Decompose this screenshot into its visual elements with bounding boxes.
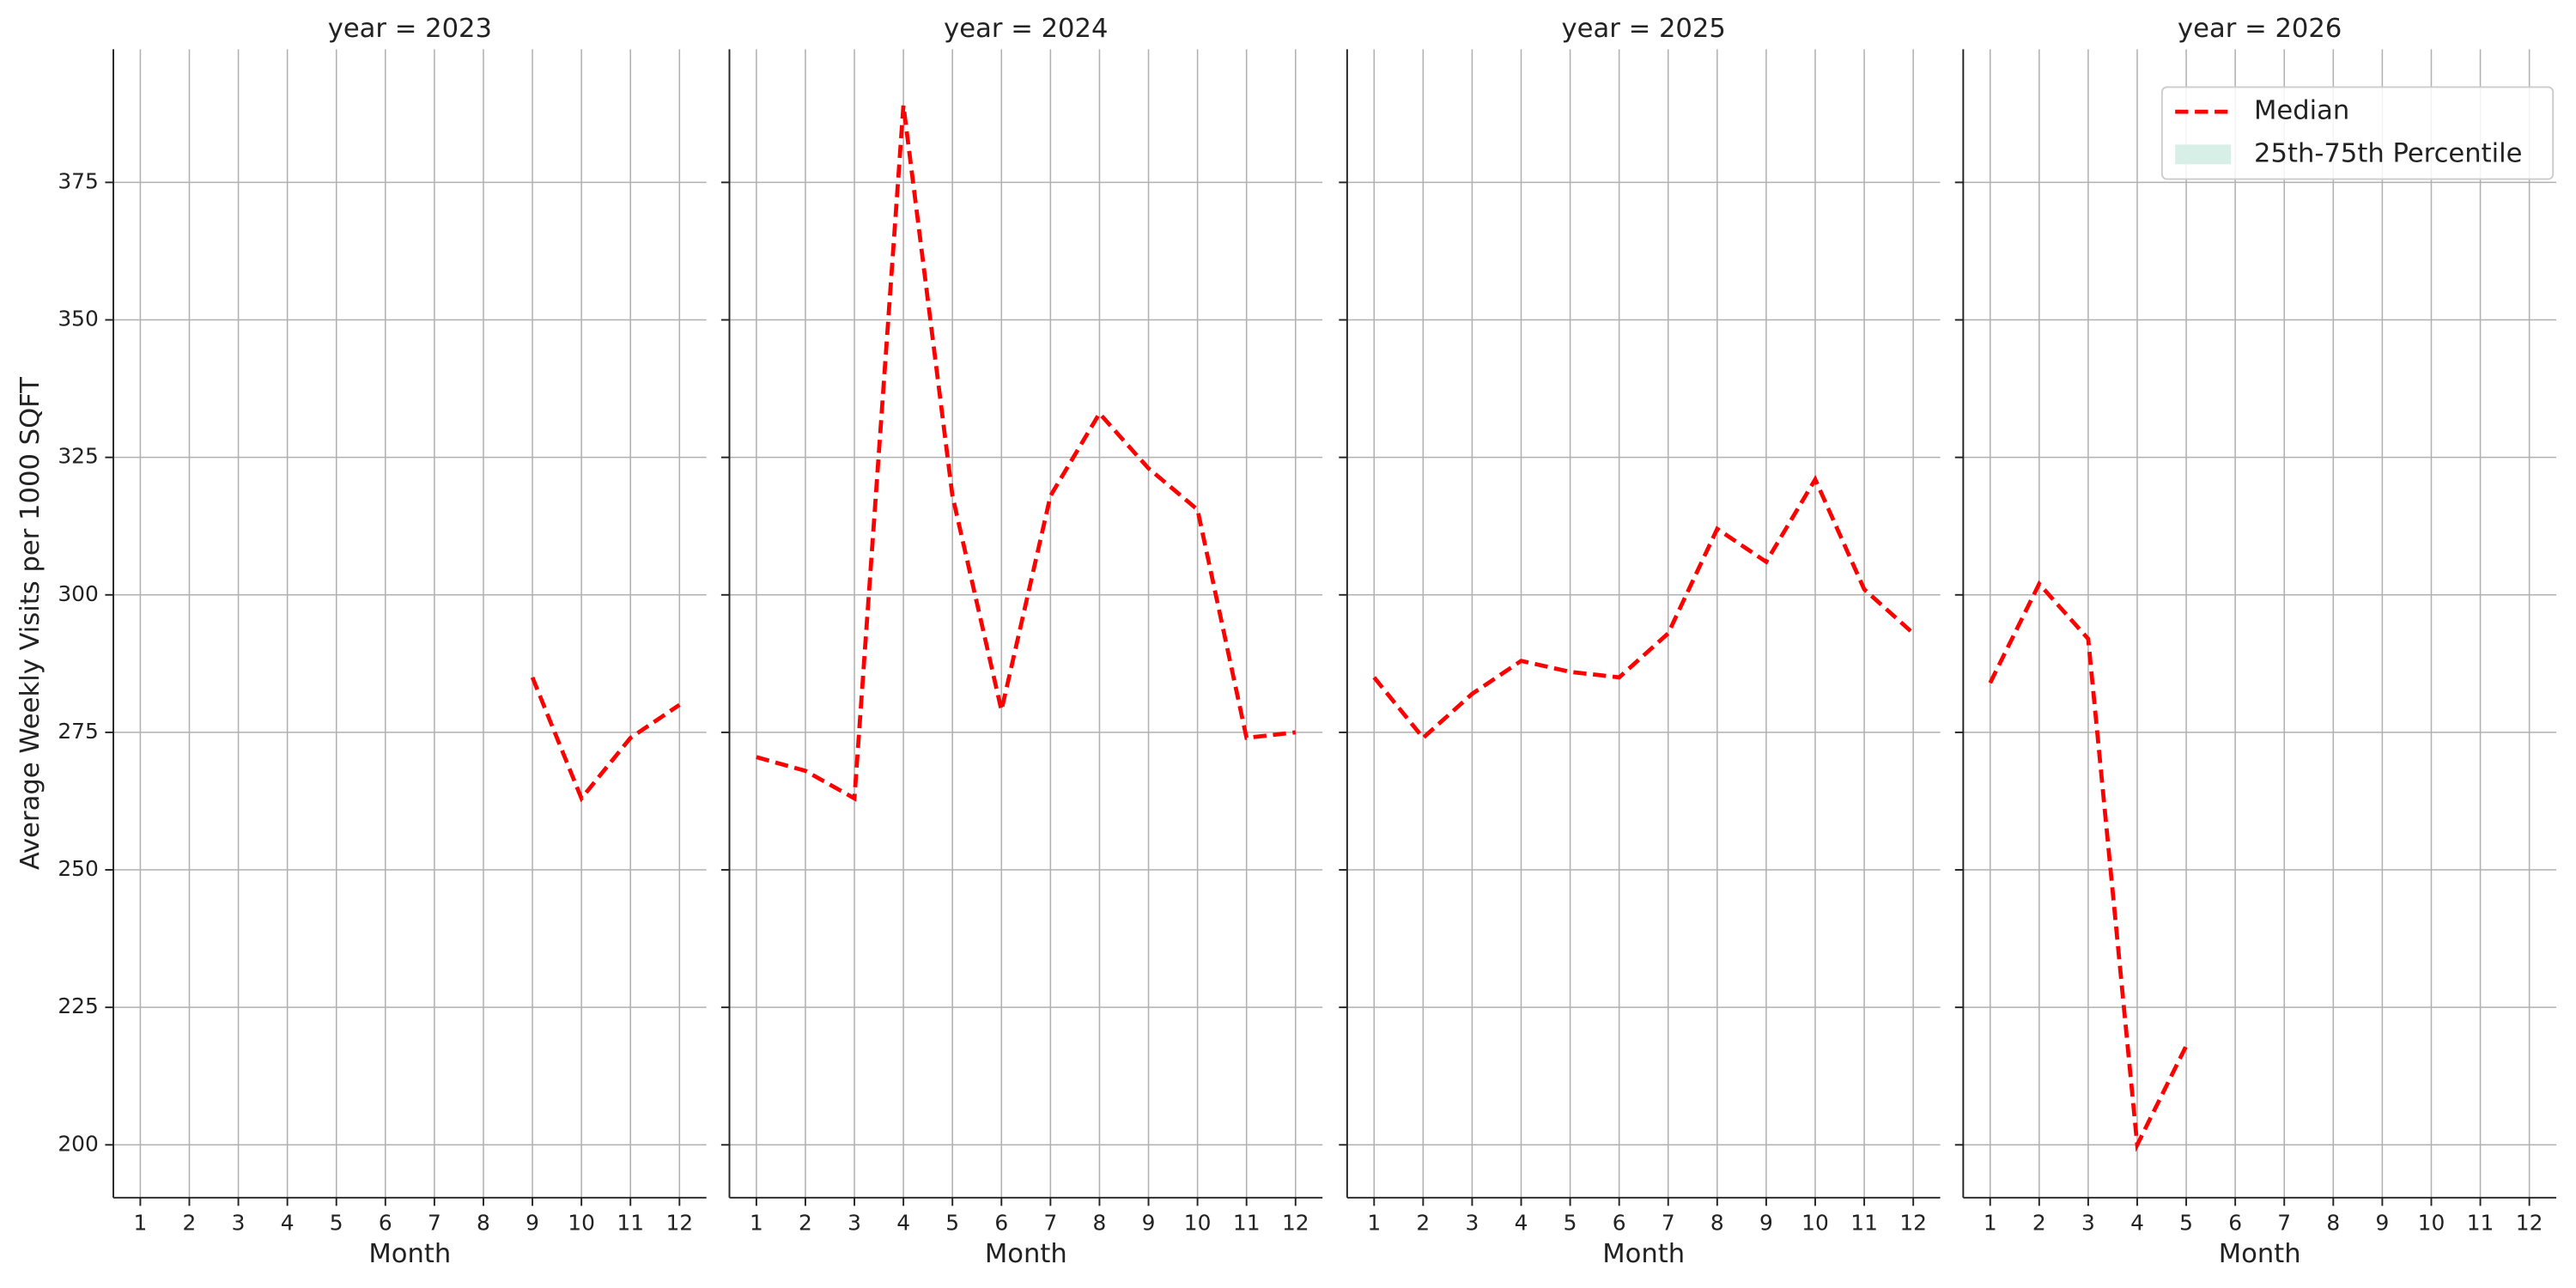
y-tick-label: 300 — [58, 581, 98, 606]
x-tick-label: 12 — [2516, 1210, 2543, 1235]
legend: Median 25th-75th Percentile — [2160, 86, 2555, 180]
x-tick-label: 12 — [1899, 1210, 1927, 1235]
x-tick-label: 9 — [1759, 1210, 1773, 1235]
median-line — [756, 105, 1297, 802]
legend-box — [2160, 86, 2555, 180]
x-tick-label: 10 — [1184, 1210, 1212, 1235]
x-tick-label: 1 — [133, 1210, 147, 1235]
median-line — [1372, 475, 1915, 741]
facet-title: year = 2026 — [2178, 14, 2342, 44]
x-tick-label: 6 — [2228, 1210, 2242, 1235]
x-tick-label: 3 — [2081, 1210, 2095, 1235]
median-line — [530, 676, 681, 803]
x-tick-label: 3 — [848, 1210, 861, 1235]
x-tick-label: 12 — [1282, 1210, 1309, 1235]
legend-label: Median — [2254, 96, 2349, 126]
x-tick-label: 7 — [2277, 1210, 2291, 1235]
y-tick-label: 225 — [58, 993, 98, 1018]
x-tick-label: 10 — [1801, 1210, 1829, 1235]
x-tick-label: 2 — [2032, 1210, 2046, 1235]
x-axis-label: Month — [368, 1239, 451, 1269]
x-tick-label: 8 — [1093, 1210, 1107, 1235]
y-tick-label: 275 — [58, 719, 98, 744]
x-axis-label: Month — [985, 1239, 1067, 1269]
x-tick-label: 9 — [526, 1210, 539, 1235]
x-tick-label: 11 — [1850, 1210, 1878, 1235]
x-tick-label: 6 — [379, 1210, 392, 1235]
y-axis-label: Average Weekly Visits per 1000 SQFT — [15, 377, 46, 870]
x-tick-label: 4 — [896, 1210, 910, 1235]
x-tick-label: 1 — [1367, 1210, 1381, 1235]
x-tick-label: 9 — [2375, 1210, 2389, 1235]
y-tick-label: 250 — [58, 856, 98, 881]
x-tick-label: 1 — [750, 1210, 763, 1235]
x-tick-label: 5 — [1564, 1210, 1577, 1235]
x-tick-label: 7 — [1043, 1210, 1057, 1235]
x-tick-label: 11 — [617, 1210, 644, 1235]
x-tick-label: 6 — [1613, 1210, 1626, 1235]
x-tick-label: 6 — [994, 1210, 1008, 1235]
x-tick-label: 11 — [1233, 1210, 1261, 1235]
x-tick-label: 11 — [2467, 1210, 2494, 1235]
x-tick-label: 5 — [945, 1210, 959, 1235]
x-tick-label: 1 — [1984, 1210, 1997, 1235]
y-tick-label: 375 — [58, 168, 98, 193]
x-tick-label: 5 — [330, 1210, 343, 1235]
x-axis-label: Month — [1602, 1239, 1685, 1269]
y-tick-label: 325 — [58, 444, 98, 469]
x-tick-label: 2 — [799, 1210, 812, 1235]
y-tick-label: 350 — [58, 307, 98, 331]
x-tick-label: 4 — [1515, 1210, 1528, 1235]
facet-title: year = 2025 — [1562, 14, 1726, 44]
x-tick-label: 7 — [1662, 1210, 1675, 1235]
x-tick-label: 10 — [2418, 1210, 2445, 1235]
legend-patch — [2175, 144, 2232, 165]
x-tick-label: 7 — [428, 1210, 441, 1235]
median-line — [1988, 580, 2189, 1152]
x-tick-label: 3 — [232, 1210, 246, 1235]
facet-title: year = 2024 — [944, 14, 1108, 44]
legend-label: 25th-75th Percentile — [2254, 138, 2523, 168]
x-tick-label: 9 — [1142, 1210, 1156, 1235]
facet-title: year = 2023 — [328, 14, 492, 44]
x-tick-label: 2 — [1416, 1210, 1430, 1235]
x-tick-label: 8 — [477, 1210, 490, 1235]
x-tick-label: 2 — [183, 1210, 197, 1235]
x-tick-label: 10 — [568, 1210, 595, 1235]
x-tick-label: 5 — [2179, 1210, 2193, 1235]
x-tick-label: 12 — [665, 1210, 693, 1235]
x-tick-label: 4 — [281, 1210, 295, 1235]
y-tick-label: 200 — [58, 1131, 98, 1156]
x-tick-label: 8 — [1710, 1210, 1724, 1235]
x-tick-label: 8 — [2326, 1210, 2340, 1235]
x-tick-label: 3 — [1466, 1210, 1479, 1235]
x-tick-label: 4 — [2130, 1210, 2144, 1235]
x-axis-label: Month — [2219, 1239, 2301, 1269]
